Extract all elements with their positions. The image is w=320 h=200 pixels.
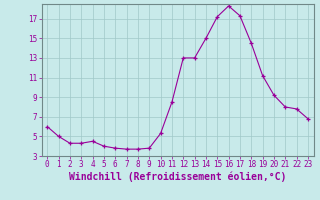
X-axis label: Windchill (Refroidissement éolien,°C): Windchill (Refroidissement éolien,°C) — [69, 172, 286, 182]
